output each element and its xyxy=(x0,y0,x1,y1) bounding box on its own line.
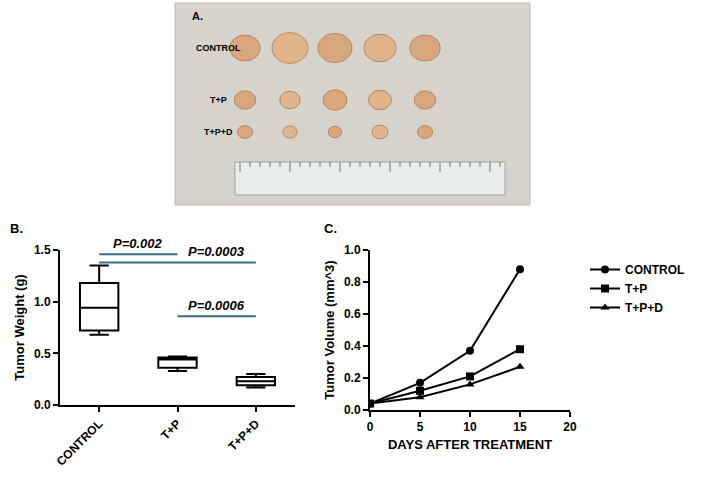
svg-text:T+P+D: T+P+D xyxy=(204,127,233,137)
svg-text:0.4: 0.4 xyxy=(344,339,361,353)
svg-text:T+P: T+P xyxy=(625,282,647,296)
svg-text:P=0.0003: P=0.0003 xyxy=(188,244,245,259)
svg-text:P=0.0006: P=0.0006 xyxy=(188,298,245,313)
svg-text:0.0: 0.0 xyxy=(34,398,51,412)
svg-text:P=0.002: P=0.002 xyxy=(113,236,163,251)
svg-text:T+P: T+P xyxy=(158,417,184,443)
svg-text:A.: A. xyxy=(192,10,203,22)
svg-text:B.: B. xyxy=(10,221,23,236)
svg-text:T+P+D: T+P+D xyxy=(625,301,663,315)
svg-text:1.5: 1.5 xyxy=(34,243,51,257)
svg-text:T+P+D: T+P+D xyxy=(225,417,262,454)
svg-text:Tumor Volume (mm^3): Tumor Volume (mm^3) xyxy=(322,260,337,399)
svg-text:1.0: 1.0 xyxy=(344,243,361,257)
svg-text:0.0: 0.0 xyxy=(344,403,361,417)
svg-text:CONTROL: CONTROL xyxy=(196,43,241,53)
svg-text:DAYS AFTER TREATMENT: DAYS AFTER TREATMENT xyxy=(388,437,552,452)
svg-text:0.6: 0.6 xyxy=(344,307,361,321)
svg-text:5: 5 xyxy=(417,420,424,434)
svg-text:CONTROL: CONTROL xyxy=(54,417,106,469)
svg-text:1.0: 1.0 xyxy=(34,295,51,309)
svg-text:C.: C. xyxy=(324,221,337,236)
svg-text:T+P: T+P xyxy=(210,95,227,105)
svg-text:20: 20 xyxy=(563,420,577,434)
svg-text:10: 10 xyxy=(463,420,477,434)
svg-text:Tumor Weight (g): Tumor Weight (g) xyxy=(12,274,27,380)
svg-text:0.8: 0.8 xyxy=(344,275,361,289)
svg-text:CONTROL: CONTROL xyxy=(625,263,684,277)
svg-text:15: 15 xyxy=(513,420,527,434)
svg-text:0: 0 xyxy=(367,420,374,434)
svg-text:0.5: 0.5 xyxy=(34,347,51,361)
svg-text:0.2: 0.2 xyxy=(344,371,361,385)
